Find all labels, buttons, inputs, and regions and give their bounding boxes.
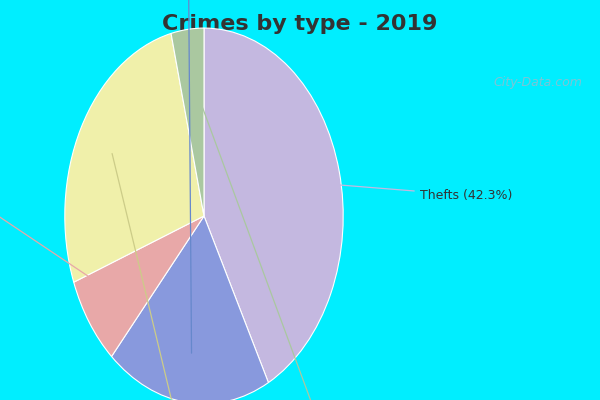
Wedge shape [204,28,343,382]
Wedge shape [74,216,204,356]
Wedge shape [65,34,204,282]
Wedge shape [112,216,268,400]
Text: Assaults (7.7%): Assaults (7.7%) [0,161,116,295]
Text: Burglaries (26.9%): Burglaries (26.9%) [112,154,244,400]
Text: City-Data.com: City-Data.com [493,76,582,89]
Wedge shape [171,28,204,216]
Text: Crimes by type - 2019: Crimes by type - 2019 [163,14,437,34]
Text: Thefts (42.3%): Thefts (42.3%) [308,182,512,202]
Text: Arson (3.8%): Arson (3.8%) [192,79,376,400]
Text: Auto thefts (19.2%): Auto thefts (19.2%) [127,0,250,353]
